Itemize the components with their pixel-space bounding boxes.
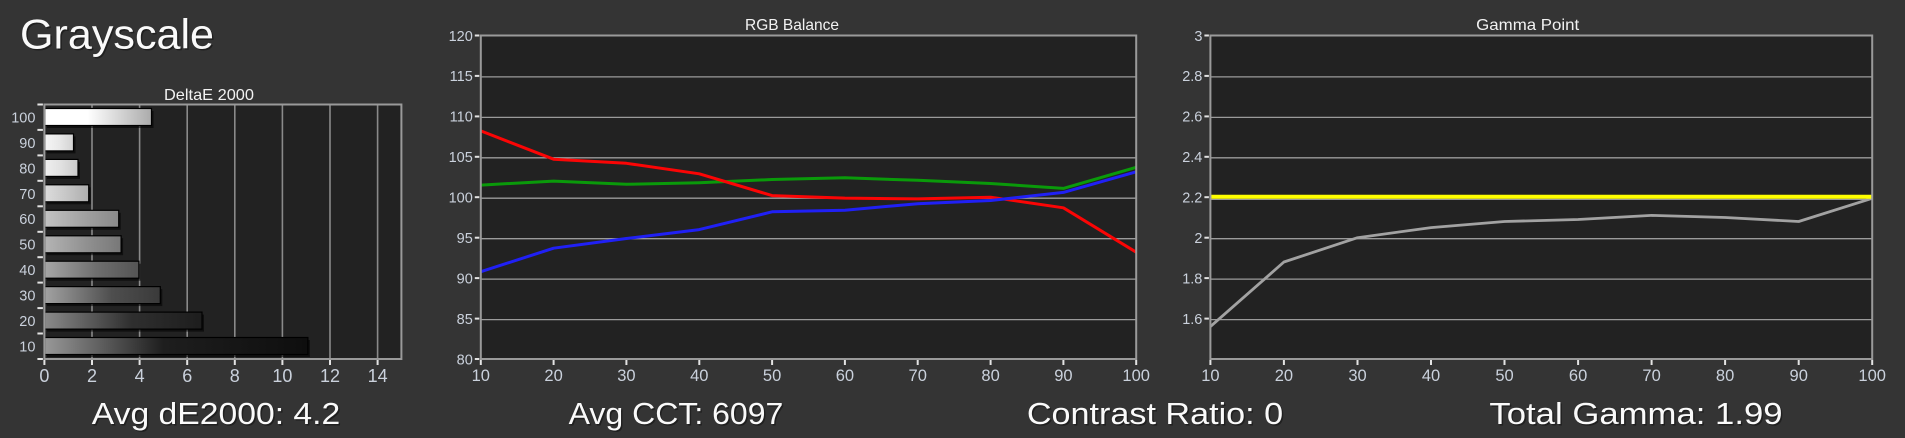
svg-text:80: 80 bbox=[981, 367, 999, 385]
svg-text:4: 4 bbox=[135, 366, 145, 386]
svg-text:40: 40 bbox=[1422, 367, 1440, 385]
svg-text:50: 50 bbox=[763, 367, 781, 385]
svg-text:50: 50 bbox=[1495, 367, 1513, 385]
svg-text:40: 40 bbox=[690, 367, 708, 385]
svg-text:20: 20 bbox=[19, 314, 35, 330]
svg-text:40: 40 bbox=[19, 263, 35, 279]
svg-text:80: 80 bbox=[19, 161, 35, 177]
svg-text:Total Gamma: 1.99: Total Gamma: 1.99 bbox=[1491, 398, 1784, 433]
svg-text:105: 105 bbox=[449, 150, 473, 166]
svg-text:90: 90 bbox=[457, 271, 473, 287]
svg-text:2.4: 2.4 bbox=[1182, 150, 1202, 166]
svg-text:12: 12 bbox=[320, 366, 340, 386]
svg-text:30: 30 bbox=[1348, 367, 1366, 385]
svg-text:14: 14 bbox=[368, 366, 388, 386]
svg-text:2.6: 2.6 bbox=[1182, 110, 1202, 126]
svg-text:6: 6 bbox=[182, 366, 192, 386]
svg-text:90: 90 bbox=[1790, 367, 1808, 385]
svg-text:Gamma Point: Gamma Point bbox=[1476, 17, 1580, 34]
svg-text:10: 10 bbox=[272, 366, 292, 386]
svg-text:100: 100 bbox=[11, 110, 35, 126]
svg-text:2.8: 2.8 bbox=[1182, 69, 1202, 85]
svg-text:60: 60 bbox=[1569, 367, 1587, 385]
svg-text:Contrast Ratio: 0: Contrast Ratio: 0 bbox=[1028, 398, 1284, 433]
svg-text:RGB Balance: RGB Balance bbox=[745, 17, 839, 34]
svg-text:1.8: 1.8 bbox=[1182, 271, 1202, 287]
svg-text:70: 70 bbox=[19, 187, 35, 203]
svg-text:70: 70 bbox=[909, 367, 927, 385]
svg-text:10: 10 bbox=[1201, 367, 1219, 385]
svg-text:20: 20 bbox=[544, 367, 562, 385]
svg-text:2.2: 2.2 bbox=[1182, 191, 1202, 207]
svg-text:60: 60 bbox=[836, 367, 854, 385]
svg-text:115: 115 bbox=[450, 69, 473, 85]
svg-text:8: 8 bbox=[230, 366, 240, 386]
svg-text:0: 0 bbox=[39, 366, 49, 386]
svg-text:80: 80 bbox=[457, 352, 473, 368]
svg-text:3: 3 bbox=[1194, 29, 1202, 45]
svg-text:DeltaE 2000: DeltaE 2000 bbox=[164, 87, 254, 104]
svg-text:30: 30 bbox=[19, 289, 35, 305]
svg-text:Grayscale: Grayscale bbox=[20, 10, 214, 57]
svg-text:2: 2 bbox=[1194, 231, 1202, 247]
svg-text:1.6: 1.6 bbox=[1182, 312, 1202, 328]
svg-text:120: 120 bbox=[449, 29, 473, 45]
svg-text:70: 70 bbox=[1642, 367, 1660, 385]
svg-text:2: 2 bbox=[87, 366, 97, 386]
svg-text:100: 100 bbox=[1122, 367, 1150, 385]
svg-text:Avg dE2000: 4.2: Avg dE2000: 4.2 bbox=[93, 398, 342, 433]
svg-text:110: 110 bbox=[450, 110, 473, 126]
svg-text:100: 100 bbox=[1858, 367, 1886, 385]
svg-text:20: 20 bbox=[1275, 367, 1293, 385]
svg-text:100: 100 bbox=[449, 191, 473, 207]
svg-text:90: 90 bbox=[1054, 367, 1072, 385]
svg-text:90: 90 bbox=[19, 136, 35, 152]
svg-text:Avg CCT: 6097: Avg CCT: 6097 bbox=[570, 398, 785, 433]
svg-text:Total Gamma: 1.99: Total Gamma: 1.99 bbox=[1489, 396, 1782, 431]
svg-text:Avg dE2000: 4.2: Avg dE2000: 4.2 bbox=[92, 396, 341, 431]
svg-text:10: 10 bbox=[19, 340, 35, 356]
svg-text:Contrast Ratio: 0: Contrast Ratio: 0 bbox=[1027, 396, 1283, 431]
svg-text:85: 85 bbox=[457, 312, 473, 328]
svg-text:Avg CCT: 6097: Avg CCT: 6097 bbox=[569, 396, 784, 431]
svg-text:Grayscale: Grayscale bbox=[22, 12, 216, 59]
svg-text:80: 80 bbox=[1716, 367, 1734, 385]
svg-text:50: 50 bbox=[19, 238, 35, 254]
svg-text:60: 60 bbox=[19, 212, 35, 228]
svg-text:10: 10 bbox=[472, 367, 490, 385]
svg-text:30: 30 bbox=[617, 367, 635, 385]
svg-text:95: 95 bbox=[457, 231, 473, 247]
